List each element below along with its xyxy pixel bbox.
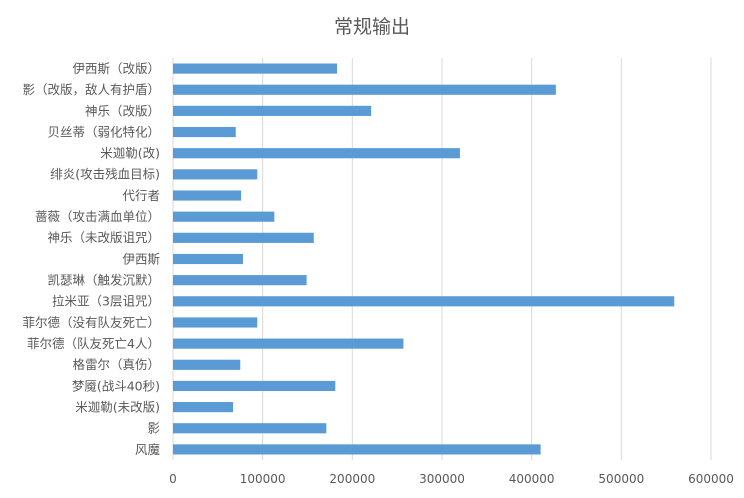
chart-title: 常规输出 <box>334 16 410 38</box>
bar <box>173 148 460 159</box>
category-label: 米迦勒(改) <box>100 146 160 161</box>
bar <box>173 253 243 265</box>
bar <box>173 275 307 286</box>
x-tick-label: 600000 <box>688 472 734 486</box>
bar <box>173 359 241 370</box>
bar <box>173 190 242 201</box>
bars <box>173 63 675 455</box>
category-label: 菲尔德（队友死亡4人） <box>27 336 160 351</box>
bar <box>173 402 234 413</box>
x-tick-label: 400000 <box>509 472 555 486</box>
bar <box>173 211 275 222</box>
x-tick-label: 200000 <box>329 472 375 486</box>
bar <box>173 296 675 307</box>
category-label: 代行者 <box>122 188 160 203</box>
category-label: 米迦勒(未改版) <box>75 399 160 414</box>
x-axis-tick-labels: 0 100000 200000 300000 400000 500000 600000 <box>169 472 734 486</box>
x-tick-label: 300000 <box>419 472 465 486</box>
category-label: 神乐（改版） <box>85 103 160 118</box>
bar <box>173 444 541 455</box>
bar <box>173 423 327 434</box>
category-label: 影（改版，敌人有护盾） <box>22 82 160 97</box>
category-label: 影 <box>147 421 160 436</box>
category-label: 伊西斯 <box>122 251 160 266</box>
bar <box>173 169 258 180</box>
category-label: 神乐（未改版诅咒） <box>47 230 160 245</box>
x-tick-label: 0 <box>169 472 177 486</box>
category-label: 绯炎(攻击残血目标) <box>50 167 160 182</box>
x-tick-label: 500000 <box>598 472 644 486</box>
bar <box>173 84 556 95</box>
category-label: 格雷尔（真伤） <box>72 357 160 372</box>
category-label: 风魔 <box>135 442 161 457</box>
gridlines <box>172 58 712 460</box>
bar <box>173 63 338 74</box>
bar <box>173 338 404 349</box>
category-labels: 伊西斯（改版） 影（改版，敌人有护盾） 神乐（改版） 贝丝蒂（弱化特化） 米迦勒(改) 绯… <box>22 61 160 457</box>
bar <box>173 126 236 138</box>
bar <box>173 317 258 328</box>
category-label: 梦魇(战斗40秒) <box>72 378 160 393</box>
x-tick-label: 100000 <box>240 472 286 486</box>
category-label: 拉米亚（3层诅咒） <box>52 294 160 309</box>
category-label: 伊西斯（改版） <box>72 61 160 76</box>
bar <box>173 380 336 392</box>
category-label: 蔷薇（攻击满血单位） <box>35 209 160 224</box>
category-label: 凯瑟琳（触发沉默） <box>47 273 160 288</box>
bar <box>173 105 372 116</box>
category-label: 贝丝蒂（弱化特化） <box>47 124 160 139</box>
category-label: 菲尔德（没有队友死亡） <box>22 315 160 330</box>
bar <box>173 232 314 243</box>
